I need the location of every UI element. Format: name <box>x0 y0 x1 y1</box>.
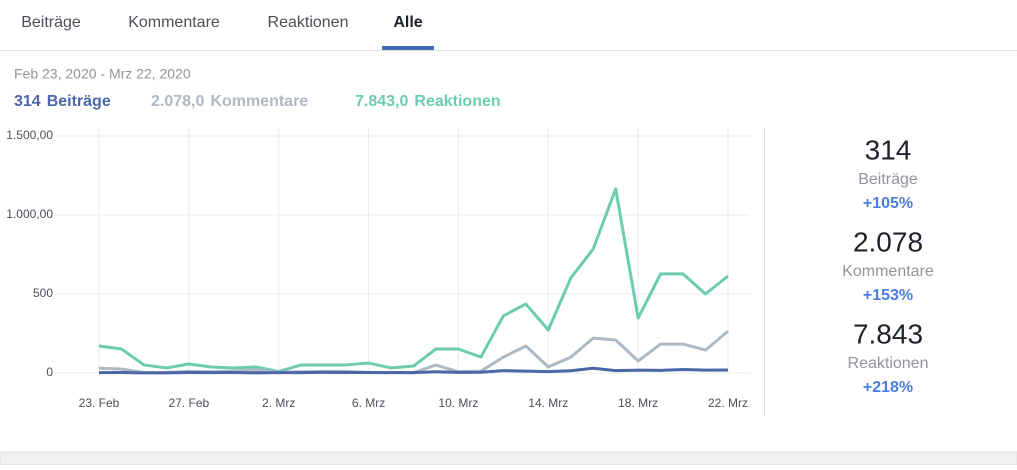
x-tick-label: 22. Mrz <box>708 396 748 410</box>
tab[interactable]: Kommentare <box>128 14 220 31</box>
x-tick-label: 27. Feb <box>169 396 210 410</box>
series-line <box>98 187 729 373</box>
summary-label: Reaktionen <box>414 93 500 110</box>
summary-label: Beiträge <box>47 93 111 110</box>
series-line <box>98 366 729 375</box>
stat-value: 7.843 <box>853 318 923 349</box>
y-tick-label: 1.000,00 <box>6 207 53 221</box>
summary-item: 7.843,0 Reaktionen <box>355 93 501 110</box>
x-tick-label: 2. Mrz <box>262 396 295 410</box>
tab[interactable]: Reaktionen <box>268 14 349 31</box>
x-tick-label: 18. Mrz <box>618 396 658 410</box>
stat-label: Beiträge <box>858 171 918 188</box>
y-tick-label: 500 <box>33 286 53 300</box>
summary-item: 314 Beiträge <box>14 93 111 110</box>
stat-change: +105% <box>863 195 913 212</box>
x-tick-label: 23. Feb <box>79 396 120 410</box>
date-range: Feb 23, 2020 - Mrz 22, 2020 <box>14 66 191 82</box>
tab-underline <box>382 46 434 50</box>
stat-value: 2.078 <box>853 226 923 257</box>
summary-value: 7.843,0 <box>355 93 408 110</box>
footer-bar <box>0 451 1017 466</box>
stat-change: +153% <box>863 287 913 304</box>
summary-item: 2.078,0 Kommentare <box>151 93 308 110</box>
stat-change: +218% <box>863 379 913 396</box>
x-tick-label: 6. Mrz <box>352 396 385 410</box>
summary-label: Kommentare <box>210 93 308 110</box>
y-tick-label: 0 <box>46 365 53 379</box>
stat-label: Reaktionen <box>848 355 929 372</box>
tab[interactable]: Beiträge <box>21 14 81 31</box>
summary-value: 2.078,0 <box>151 93 204 110</box>
stat-label: Kommentare <box>842 263 934 280</box>
summary-value: 314 <box>14 93 41 110</box>
y-tick-label: 1.500,00 <box>6 128 53 142</box>
x-tick-label: 10. Mrz <box>438 396 478 410</box>
stat-value: 314 <box>865 134 912 165</box>
x-tick-label: 14. Mrz <box>528 396 568 410</box>
tab[interactable]: Alle <box>393 14 422 31</box>
